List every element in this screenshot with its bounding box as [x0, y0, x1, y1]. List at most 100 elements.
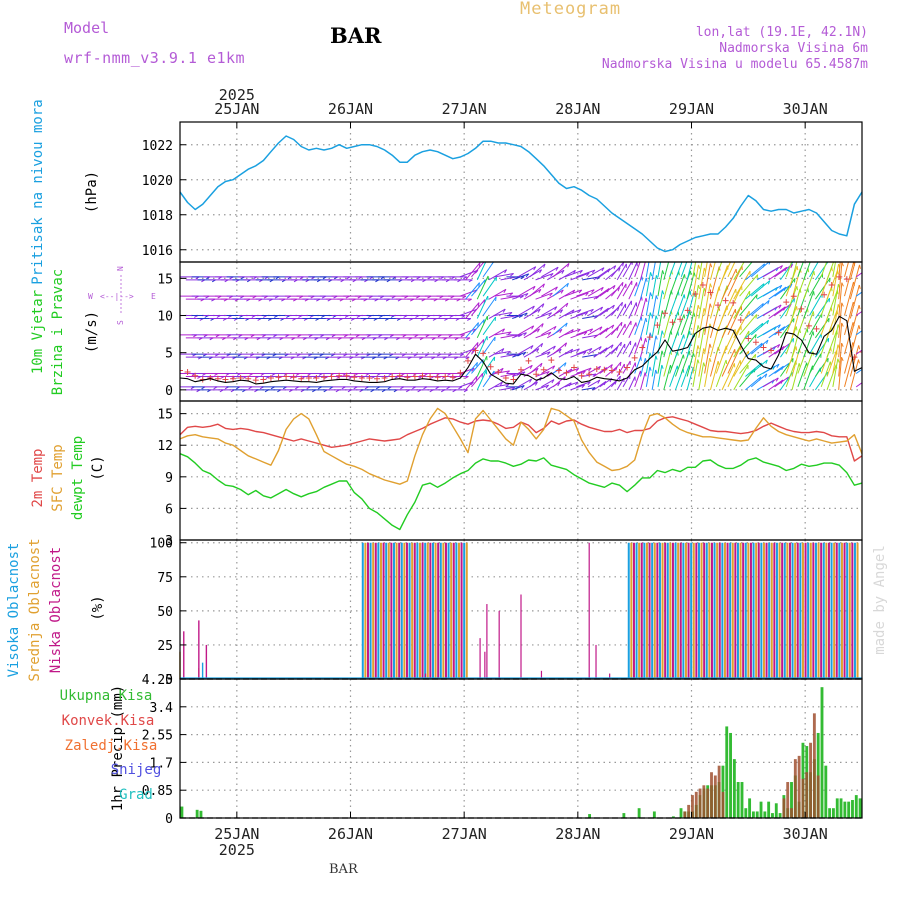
gust-marker [821, 291, 828, 298]
wind-arrow [733, 330, 750, 358]
wind-arrow [599, 285, 616, 297]
x-date-label-bottom: 25JAN [214, 825, 259, 843]
wind-arrow [622, 300, 632, 316]
wind-arrow [640, 372, 646, 390]
wind-arrow-head [586, 272, 590, 277]
wind-arrow [692, 325, 699, 355]
gust-marker [305, 374, 312, 381]
wind-arrow [587, 267, 605, 278]
wind-arrow-head [550, 273, 554, 277]
wind-arrow [750, 373, 768, 388]
wind-arrow-head [766, 320, 770, 325]
wind-arrow-head [661, 330, 664, 335]
wind-arrow [803, 365, 813, 391]
precip-bar-conv [797, 755, 801, 818]
wind-arrow [488, 328, 505, 339]
wind-arrow-head [533, 266, 537, 271]
wind-arrow-head [661, 290, 665, 295]
gust-marker [472, 347, 479, 354]
gust-marker [661, 310, 668, 317]
wind-arrow [680, 270, 691, 297]
wind-arrow-head [461, 315, 466, 318]
precip-bar-total [847, 801, 851, 818]
wind-arrow [657, 290, 663, 316]
gust-marker [442, 373, 449, 380]
gust-marker [427, 373, 434, 380]
wind-arrow [855, 272, 862, 278]
y-tick-label: 10 [157, 310, 173, 325]
wind-arrow-head [547, 331, 552, 336]
gust-marker [525, 357, 532, 364]
wind-arrow-head [813, 271, 815, 276]
wind-arrow-head [709, 343, 712, 348]
wind-arrow-head [814, 251, 815, 255]
gust-marker [207, 374, 214, 381]
wind-arrow [803, 331, 814, 358]
wind-arrow [721, 328, 736, 358]
wind-arrow-head [697, 264, 701, 269]
wind-arrow [576, 348, 593, 355]
precip-bar-conv [812, 713, 816, 818]
wind-arrow-head [839, 244, 840, 248]
cloud-unit: (%) [90, 595, 106, 620]
meteogram-title: Meteogram [520, 0, 622, 19]
wind-arrow [494, 292, 513, 297]
wind-arrow [465, 282, 480, 300]
wind-arrow [727, 262, 736, 278]
wind-arrow-head [600, 287, 604, 292]
wind-arrow-head [524, 293, 529, 297]
wind-arrow-head [476, 342, 479, 347]
wind-arrow [570, 311, 588, 319]
wind-arrow-head [697, 305, 700, 310]
y-tick-label: 2.55 [142, 729, 173, 744]
precip-bar-total [748, 798, 752, 818]
wind-arrow-head [475, 376, 478, 381]
wind-arrow-head [546, 371, 550, 375]
wind-arrow-head [689, 290, 692, 296]
wind-arrow [715, 345, 727, 374]
wind-arrow [669, 365, 678, 388]
wind-arrow-head [583, 351, 587, 355]
wind-arrow [820, 361, 831, 388]
cloud-ylabel-high: Visoka Oblacnost [6, 543, 22, 678]
wind-arrow [512, 371, 526, 377]
wind-arrow-head [684, 274, 686, 279]
wind-arrow [762, 304, 782, 316]
wind-arrow-head [641, 276, 643, 281]
wind-arrow-head [587, 381, 591, 386]
x-date-label-bottom: 27JAN [442, 825, 487, 843]
wind-arrow-head [854, 242, 855, 246]
wind-arrow [762, 265, 783, 278]
gust-marker [381, 374, 388, 381]
wind-arrow [686, 272, 695, 300]
wind-arrow [838, 342, 843, 377]
precip-bar-total [824, 765, 828, 818]
wind-arrow [500, 353, 517, 358]
wind-arrow [727, 265, 743, 297]
wind-arrow [745, 376, 762, 391]
wind-arrow-head [645, 317, 648, 323]
wind-arrow [576, 289, 595, 297]
precip-bar-conv [687, 804, 691, 818]
wind-arrow-head [621, 302, 623, 307]
wind-arrow-head [725, 359, 728, 365]
precip-bar-total [622, 813, 626, 818]
precip-bar-total [671, 816, 675, 818]
wind-arrow-head [693, 272, 696, 277]
wind-arrow [564, 348, 580, 355]
wind-arrow [861, 375, 862, 377]
wind-arrow-head [697, 345, 700, 350]
wind-arrow-head [613, 265, 617, 270]
wind-arrow-head [872, 265, 874, 269]
wind-arrow [768, 379, 784, 391]
wind-arrow-head [500, 368, 504, 372]
precip-ylabel: 1hr Precip (mm) [110, 685, 126, 811]
wind-arrow-head [766, 339, 769, 345]
wind-arrow [727, 285, 743, 316]
wind-arrow [593, 380, 607, 391]
wind-arrow [832, 284, 839, 316]
wind-arrow [587, 326, 603, 336]
wind-arrow [762, 284, 783, 297]
wind-arrow-head [522, 351, 527, 356]
wind-arrow [476, 262, 487, 281]
